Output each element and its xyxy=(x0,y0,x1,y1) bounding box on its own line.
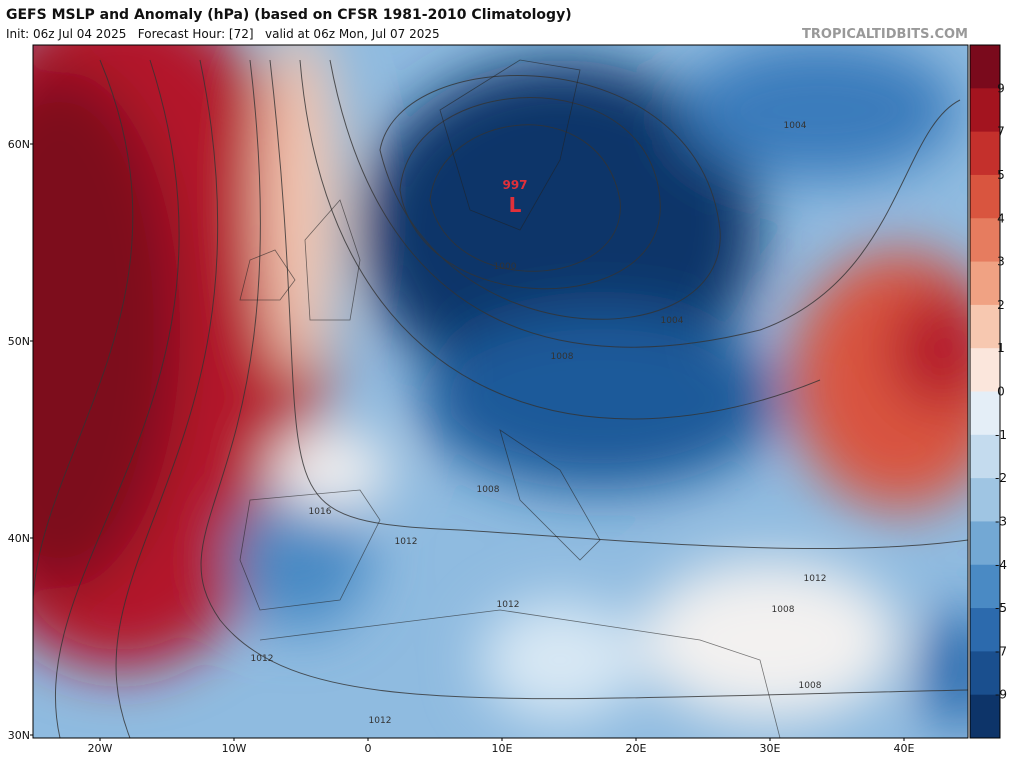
map-field xyxy=(33,45,968,738)
lon-label: 40E xyxy=(894,742,915,755)
isobar-label: 1004 xyxy=(784,121,807,131)
colorbar-label: 7 xyxy=(997,125,1005,139)
isobar-label: 1000 xyxy=(494,262,517,272)
colorbar-segment xyxy=(970,348,1000,392)
colorbar-segment xyxy=(970,261,1000,306)
lon-label: 0 xyxy=(365,742,372,755)
colorbar-segment xyxy=(970,88,1000,133)
colorbar-segment xyxy=(970,478,1000,522)
lon-label: 20W xyxy=(88,742,113,755)
title: GEFS MSLP and Anomaly (hPa) (based on CF… xyxy=(6,7,572,23)
colorbar-label: -1 xyxy=(995,428,1007,442)
isobar-label: 1008 xyxy=(772,605,795,615)
isobar-label: 1016 xyxy=(309,507,332,517)
site-label: TROPICALTIDBITS.COM xyxy=(802,27,968,42)
colorbar-label: -9 xyxy=(995,688,1007,702)
map-frame xyxy=(32,44,969,739)
colorbar-segment xyxy=(970,694,1000,739)
colorbar-segment xyxy=(970,434,1000,479)
colorbar-label: -3 xyxy=(995,514,1007,528)
isobar-label: 1012 xyxy=(395,537,418,547)
colorbar-segment xyxy=(970,391,1000,436)
colorbar-label: 9 xyxy=(997,81,1005,95)
subtitle: Init: 06z Jul 04 2025 Forecast Hour: [72… xyxy=(6,27,440,41)
low-symbol: L xyxy=(509,193,522,217)
colorbar-segment xyxy=(970,521,1000,566)
isobar-label: 1004 xyxy=(661,316,684,326)
colorbar-label: 3 xyxy=(997,255,1005,269)
colorbar-label: -2 xyxy=(995,471,1007,485)
colorbar-label: 2 xyxy=(997,298,1005,312)
lat-label: 50N xyxy=(8,335,30,348)
colorbar-segment xyxy=(970,651,1000,696)
lon-label: 10E xyxy=(492,742,513,755)
colorbar-label: -4 xyxy=(995,558,1007,572)
lat-label: 40N xyxy=(8,532,30,545)
low-pressure: 997 xyxy=(502,178,527,192)
colorbar-segment xyxy=(970,174,1000,219)
isobar-label: 1012 xyxy=(251,654,274,664)
colorbar-label: 5 xyxy=(997,168,1005,182)
colorbar-segment xyxy=(970,564,1000,609)
colorbar-label: -5 xyxy=(995,601,1007,615)
lon-label: 10W xyxy=(222,742,247,755)
colorbar-segment xyxy=(970,45,1000,89)
isobar-label: 1012 xyxy=(369,716,392,726)
lat-label: 30N xyxy=(8,729,30,742)
isobar-label: 1008 xyxy=(551,352,574,362)
lat-label: 60N xyxy=(8,138,30,151)
isobar-label: 1008 xyxy=(477,485,500,495)
lon-label: 20E xyxy=(626,742,647,755)
isobar-label: 1012 xyxy=(804,574,827,584)
colorbar-segment xyxy=(970,608,1000,652)
colorbar-label: 0 xyxy=(997,385,1005,399)
colorbar-segment xyxy=(970,304,1000,349)
isobar-label: 1008 xyxy=(799,681,822,691)
colorbar-label: -7 xyxy=(995,644,1007,658)
colorbar-frame xyxy=(969,44,1001,739)
lon-label: 30E xyxy=(760,742,781,755)
isobar-label: 1012 xyxy=(497,600,520,610)
colorbar-segment xyxy=(970,131,1000,176)
colorbar-segment xyxy=(970,218,1000,263)
colorbar-label: 1 xyxy=(997,341,1005,355)
colorbar-label: 4 xyxy=(997,211,1005,225)
